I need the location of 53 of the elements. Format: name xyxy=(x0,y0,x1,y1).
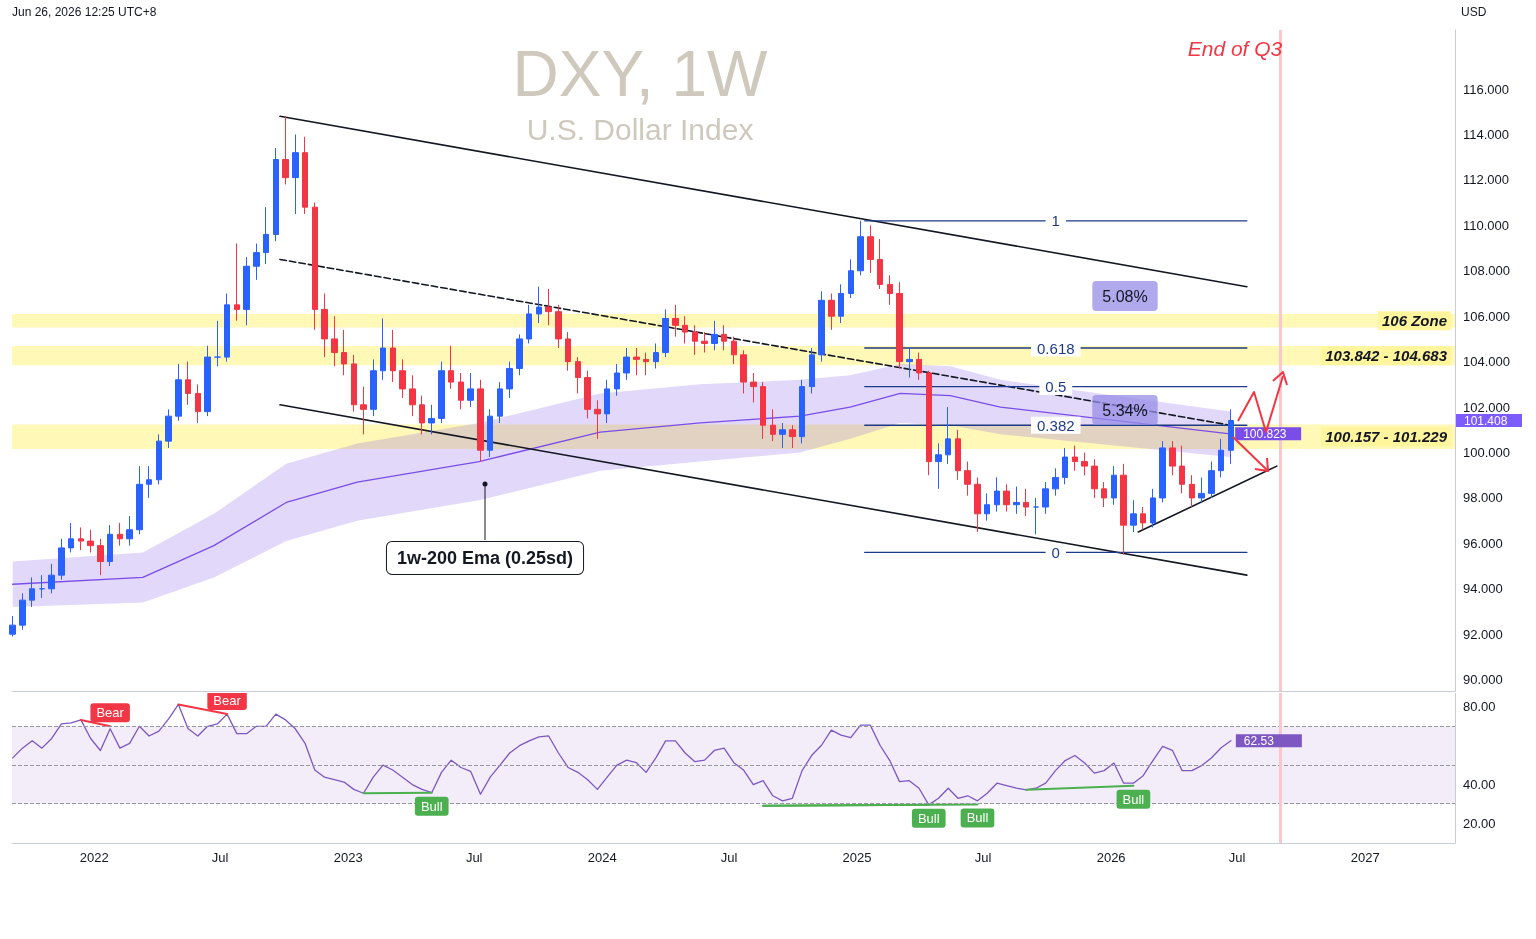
y-tick-label: 112.000 xyxy=(1463,172,1510,188)
chart-title: DXY, 1W xyxy=(512,38,769,110)
y-tick-label: 100.000 xyxy=(1463,444,1510,460)
annotation: 1w-200 Ema (0.25sd) xyxy=(396,548,574,568)
text: Jun 26, 2026 12:25 UTC+8 xyxy=(12,5,157,19)
series-label: Bear xyxy=(213,693,242,709)
x-tick-label: Jul xyxy=(211,850,229,865)
x-tick-label: 2027 xyxy=(1350,850,1380,865)
y-tick-label: 96.000 xyxy=(1463,535,1503,551)
data-label: 62.53 xyxy=(1243,733,1275,748)
x-tick-label: 2023 xyxy=(333,850,363,865)
y-tick-label: 94.000 xyxy=(1463,581,1503,597)
y-tick-label: 90.000 xyxy=(1463,672,1503,688)
band-label: 106 Zone xyxy=(1381,312,1447,330)
x-tick-label: 2026 xyxy=(1096,850,1126,865)
series-label: Bear xyxy=(96,705,125,721)
y-tick-label: 80.00 xyxy=(1463,699,1496,715)
series-label: Bull xyxy=(420,798,443,814)
x-tick-label: 2024 xyxy=(587,850,617,865)
series-label: 0.382 xyxy=(1037,416,1075,434)
text: U.S. Dollar Index xyxy=(526,112,754,146)
legend-label: Bull xyxy=(966,810,989,826)
y-tick-label: 106.000 xyxy=(1463,308,1510,324)
y-tick-label: 104.000 xyxy=(1463,354,1510,370)
data-label: 100.823 xyxy=(1243,426,1287,441)
y-tick-label: 116.000 xyxy=(1463,81,1510,97)
x-tick-label: 2025 xyxy=(842,850,872,865)
x-tick-label: Jul xyxy=(465,850,483,865)
y-tick-label: 110.000 xyxy=(1463,217,1510,233)
annotation: 5.34% xyxy=(1102,401,1148,419)
series-label: 0 xyxy=(1051,543,1060,561)
band-label: 103.842 - 104.683 xyxy=(1325,347,1448,365)
ref-line-label: End of Q3 xyxy=(1187,37,1283,60)
y-tick-label: 40.00 xyxy=(1463,776,1496,792)
x-tick-label: 2022 xyxy=(79,850,109,865)
y-tick-label: 108.000 xyxy=(1463,263,1510,279)
y-tick-label: 20.00 xyxy=(1463,815,1496,831)
series-label: Bull xyxy=(1122,791,1145,807)
series-label: 1 xyxy=(1051,212,1060,230)
y-tick-label: 98.000 xyxy=(1463,490,1503,506)
series-label: 0.618 xyxy=(1037,339,1075,357)
x-tick-label: Jul xyxy=(1228,850,1246,865)
x-tick-label: Jul xyxy=(720,850,738,865)
y-tick-label: 102.000 xyxy=(1463,399,1510,415)
annotation: 5.08% xyxy=(1102,287,1148,305)
x-tick-label: Jul xyxy=(974,850,992,865)
series-label: 0.5 xyxy=(1045,378,1067,396)
y-axis-title: USD xyxy=(1461,5,1487,19)
band-label: 100.157 - 101.229 xyxy=(1325,428,1448,446)
text: 101.408 xyxy=(1464,413,1508,428)
series-label: Bull xyxy=(917,810,940,826)
y-tick-label: 92.000 xyxy=(1463,626,1503,642)
y-tick-label: 114.000 xyxy=(1463,126,1510,142)
